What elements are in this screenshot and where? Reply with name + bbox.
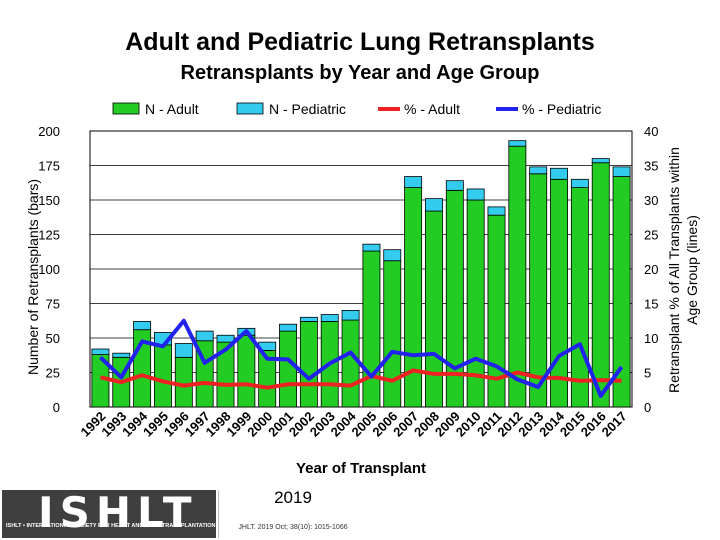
bar-adult xyxy=(425,210,443,408)
bar-pediatric xyxy=(550,167,568,180)
y2-tick-label: 40 xyxy=(644,124,658,139)
bar-adult xyxy=(279,330,297,408)
bar-pediatric xyxy=(570,178,589,188)
bar-pediatric xyxy=(216,334,235,343)
y2-tick-label: 15 xyxy=(644,297,658,312)
bar-adult xyxy=(341,319,360,408)
y2-tick-label: 0 xyxy=(644,400,651,415)
line-pct-adult xyxy=(99,368,622,390)
y2-tick-label: 25 xyxy=(644,228,658,243)
x-axis-title: Year of Transplant xyxy=(296,460,426,477)
y-tick-label: 75 xyxy=(46,297,60,312)
bar-pediatric xyxy=(299,316,318,322)
y2-tick-label: 10 xyxy=(644,331,658,346)
ishlt-logo: ISHLT ISHLT • INTERNATIONAL SOCIETY FOR … xyxy=(2,488,216,538)
bar-pediatric xyxy=(383,249,402,262)
bar-adult xyxy=(383,260,402,408)
bar-pediatric xyxy=(445,180,464,191)
legend-swatch-adult xyxy=(112,102,140,115)
bar-pediatric xyxy=(341,309,360,321)
bar-adult xyxy=(154,344,172,408)
slide-subtitle: Retransplants by Year and Age Group xyxy=(180,62,540,84)
bar-pediatric xyxy=(529,166,548,175)
legend-label: N - Adult xyxy=(145,101,199,117)
bar-pediatric xyxy=(279,323,297,332)
bar-pediatric xyxy=(133,321,152,331)
y-tick-label: 150 xyxy=(38,193,60,208)
bar-adult xyxy=(237,334,256,408)
x-tick-label: 2017 xyxy=(599,409,630,440)
y-tick-label: 50 xyxy=(46,331,60,346)
bar-adult xyxy=(174,356,193,408)
bar-pediatric xyxy=(612,166,631,177)
bar-pediatric xyxy=(112,352,131,358)
legend-label: N - Pediatric xyxy=(269,101,346,117)
footer: ISHLT ISHLT • INTERNATIONAL SOCIETY FOR … xyxy=(0,488,368,540)
bar-pediatric xyxy=(195,330,214,342)
legend-label: % - Adult xyxy=(404,101,460,117)
bar-adult xyxy=(362,250,381,408)
y2-tick-label: 35 xyxy=(644,159,658,174)
bar-pediatric xyxy=(320,314,339,322)
bar-adult xyxy=(570,187,589,408)
legend-label: % - Pediatric xyxy=(522,101,601,117)
bar-pediatric xyxy=(487,206,506,216)
y-tick-label: 175 xyxy=(38,159,60,174)
y-tick-label: 200 xyxy=(38,124,60,139)
y-tick-label: 0 xyxy=(53,400,60,415)
y-tick-label: 100 xyxy=(38,262,60,277)
y-tick-label: 25 xyxy=(46,366,60,381)
bar-pediatric xyxy=(362,243,381,252)
slide-title: Adult and Pediatric Lung Retransplants xyxy=(125,28,595,56)
bar-pediatric xyxy=(508,140,527,147)
bar-adult xyxy=(529,173,548,408)
bar-pediatric xyxy=(404,176,423,188)
bar-adult xyxy=(508,145,527,408)
y-axis-title: Number of Retransplants (bars) xyxy=(25,179,41,375)
report-year: 2019 xyxy=(274,488,312,507)
legend-box xyxy=(98,98,630,120)
y2-tick-label: 30 xyxy=(644,193,658,208)
year-box: 2019 JHLT. 2019 Oct; 38(10): 1015-1066 xyxy=(218,488,367,538)
bar-adult xyxy=(299,321,318,408)
bar-pediatric xyxy=(174,343,193,358)
line-pct-pediatric xyxy=(99,318,624,398)
bar-adult xyxy=(550,178,568,408)
logo-text: ISHLT xyxy=(38,488,198,537)
bar-pediatric xyxy=(425,198,443,212)
citation: JHLT. 2019 Oct; 38(10): 1015-1066 xyxy=(238,524,348,531)
bar-pediatric xyxy=(466,188,485,201)
y2-tick-label: 5 xyxy=(644,366,651,381)
bar-pediatric xyxy=(91,348,110,355)
bar-adult xyxy=(591,162,610,408)
y2-axis-title-line1: Retransplant % of All Transplants within xyxy=(666,147,682,393)
logo-subtitle: ISHLT • INTERNATIONAL SOCIETY FOR HEART … xyxy=(6,523,216,529)
legend-swatch-pediatric xyxy=(236,102,264,115)
y2-axis-title-line2: Age Group (lines) xyxy=(684,215,700,325)
y-tick-label: 125 xyxy=(38,228,60,243)
y2-tick-label: 20 xyxy=(644,262,658,277)
bar-pediatric xyxy=(591,158,610,164)
